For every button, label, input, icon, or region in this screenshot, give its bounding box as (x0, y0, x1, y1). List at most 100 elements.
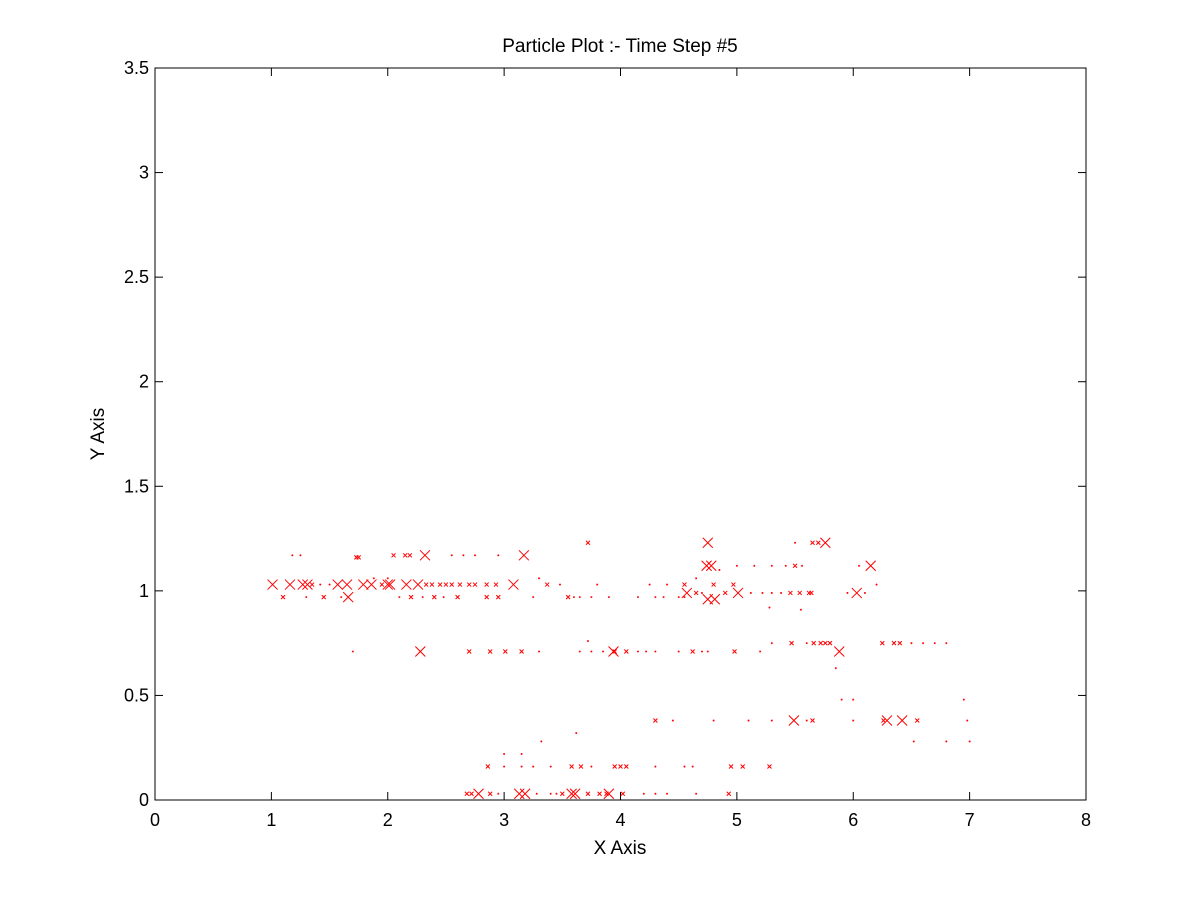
x-tick-label: 1 (266, 810, 276, 830)
particle-marker (555, 792, 558, 795)
particle-marker (382, 579, 394, 590)
particle-marker (519, 788, 531, 800)
x-tick-label: 6 (848, 810, 858, 830)
particle-marker (728, 764, 734, 769)
particle-marker (654, 650, 657, 653)
y-tick-label: 3.5 (124, 58, 149, 78)
particle-marker (789, 640, 794, 646)
particle-marker (431, 594, 437, 600)
particle-marker (302, 579, 313, 590)
particle-marker (472, 582, 478, 587)
particle-marker (770, 591, 773, 595)
particle-marker (578, 596, 581, 599)
particle-marker (519, 649, 524, 654)
particle-marker (620, 791, 626, 797)
particle-marker (569, 764, 574, 769)
particle-marker (457, 582, 463, 587)
particle-marker (682, 582, 687, 587)
particle-marker (761, 591, 764, 595)
particle-marker (612, 649, 618, 654)
particle-marker (827, 640, 833, 646)
particle-marker (585, 540, 591, 546)
particle-marker (700, 591, 704, 595)
y-tick-label: 3 (139, 163, 149, 183)
particle-marker (711, 582, 716, 587)
particle-marker (607, 596, 610, 599)
particle-marker (351, 650, 354, 653)
particle-marker (788, 715, 800, 726)
particle-marker (437, 582, 443, 587)
particle-marker (695, 577, 698, 580)
particle-marker (683, 765, 686, 768)
particle-marker (881, 718, 886, 723)
particle-marker (966, 719, 969, 722)
particle-marker (732, 649, 737, 654)
particle-marker (558, 583, 562, 586)
particle-marker (532, 765, 535, 768)
particle-marker (922, 642, 925, 645)
particle-marker (487, 649, 493, 654)
particle-marker (419, 549, 431, 561)
particle-marker (759, 650, 762, 653)
particle-marker (912, 740, 915, 743)
particle-marker (718, 568, 721, 571)
particle-marker (466, 582, 472, 587)
particle-marker (513, 788, 525, 800)
particle-marker (800, 564, 804, 567)
particle-marker (671, 719, 674, 722)
particle-marker (654, 765, 657, 768)
particle-marker (693, 590, 699, 596)
particle-marker (749, 591, 752, 595)
particle-marker (968, 740, 971, 743)
particle-marker (648, 583, 651, 586)
particle-marker (449, 582, 455, 587)
particle-marker (332, 579, 344, 590)
particle-marker (443, 582, 449, 587)
particle-marker (810, 718, 815, 723)
particle-marker (636, 596, 640, 599)
particle-marker (875, 583, 878, 586)
particle-marker (357, 579, 369, 590)
particle-marker (767, 764, 772, 769)
particle-marker (683, 596, 686, 599)
particle-marker (379, 582, 385, 587)
particle-marker (520, 752, 523, 756)
particle-marker (851, 587, 863, 599)
particle-marker (473, 788, 484, 800)
particle-marker (863, 591, 866, 595)
particle-marker (695, 792, 698, 795)
particle-marker (484, 594, 490, 600)
particle-marker (597, 791, 602, 797)
particle-marker (819, 537, 831, 549)
particle-marker (414, 646, 426, 657)
particle-marker (799, 608, 802, 611)
x-tick-label: 7 (965, 810, 975, 830)
particle-marker (805, 642, 808, 645)
particle-marker (623, 764, 629, 769)
particle-marker (497, 792, 500, 795)
particle-marker (822, 640, 828, 646)
particle-marker (722, 590, 728, 596)
particle-marker (662, 596, 665, 599)
particle-marker (372, 577, 375, 580)
particle-marker (321, 594, 327, 600)
particle-marker (945, 740, 948, 743)
y-tick-label: 2.5 (124, 267, 149, 287)
plot-area (154, 67, 1087, 801)
particle-marker (654, 792, 657, 795)
particle-marker (914, 718, 920, 723)
particle-marker (493, 582, 499, 587)
particle-marker (299, 554, 302, 557)
particle-marker (747, 719, 750, 722)
particle-marker (834, 667, 837, 670)
particle-marker (495, 594, 501, 600)
particle-marker (768, 606, 771, 609)
particle-marker (879, 640, 885, 646)
particle-marker (328, 583, 331, 586)
particle-marker (402, 552, 408, 558)
y-tick-label: 0.5 (124, 685, 149, 705)
particle-marker (794, 541, 797, 544)
particle-marker (421, 596, 424, 599)
particle-marker (788, 590, 793, 596)
particle-marker (535, 792, 538, 795)
